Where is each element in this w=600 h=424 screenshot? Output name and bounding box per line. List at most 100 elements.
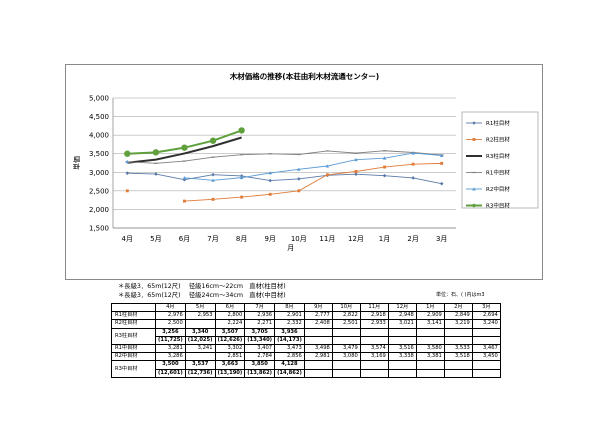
data-point [211, 197, 215, 201]
table-header-cell [111, 302, 156, 313]
table-row-label: R1中目材 [111, 343, 156, 354]
table-cell: 2,901 [274, 311, 305, 321]
table-row-m3: (12,601) (12,736) (13,190) (13,862) (14,862) [112, 368, 501, 378]
table-cell: 3,518 [443, 352, 473, 362]
table-cell: 3,169 [359, 352, 389, 362]
table-cell: 3,021 [387, 319, 417, 329]
table-cell [443, 368, 473, 378]
table-cell: 3,407 [244, 343, 276, 354]
data-point [325, 164, 330, 168]
unit-note: 単位：石、( )内はm3 [436, 292, 485, 298]
data-point [297, 189, 301, 193]
table-cell: 3,256 [155, 327, 186, 337]
table-cell [443, 360, 473, 370]
y-axis-label: 単価 [72, 156, 81, 170]
table-cell: (11,725) [155, 335, 186, 345]
table-cell: (12,736) [184, 368, 216, 378]
y-tick-label: 1,500 [89, 225, 109, 233]
table-cell [415, 327, 445, 337]
table-cell: 3,705 [244, 327, 276, 337]
data-point [411, 151, 415, 155]
table-cell [359, 360, 389, 370]
data-point [152, 149, 160, 156]
table-cell: 3,302 [214, 343, 246, 354]
table-cell: 3,450 [471, 352, 501, 362]
table-cell: 2,501 [331, 319, 361, 329]
table-cell: 3,850 [244, 360, 276, 370]
x-tick-label: 1月 [379, 235, 390, 243]
table-cell: 3,516 [387, 343, 417, 354]
table-header-cell: 12月 [387, 302, 417, 313]
x-tick-label: 7月 [207, 235, 218, 243]
table-cell [415, 335, 445, 345]
table-cell [331, 327, 361, 337]
data-point [125, 159, 130, 164]
x-tick-label: 5月 [150, 235, 161, 243]
table-cell: 3,080 [331, 352, 361, 362]
table-cell: 2,224 [214, 319, 246, 329]
series-line [127, 172, 442, 185]
table-row: R1柱目材 2,976 2,953 2,800 2,936 2,901 2,777 2,822… [111, 311, 501, 321]
y-tick-label: 4,500 [89, 113, 109, 121]
table-row-m3: (11,725) (12,025) (12,626) (13,340) (14,173) [112, 335, 501, 345]
table-header-cell: 2月 [443, 302, 473, 313]
table-cell: 3,338 [387, 352, 417, 362]
table-cell: 3,663 [214, 360, 246, 370]
data-point [154, 172, 158, 176]
table-cell [443, 335, 473, 345]
table-cell: 2,856 [274, 352, 305, 362]
table-header-cell: 1月 [415, 302, 445, 313]
table-cell: 2,822 [331, 311, 361, 321]
table-cell: 3,936 [274, 327, 305, 337]
table-header-cell: 5月 [184, 302, 216, 313]
table-cell: 3,286 [155, 352, 186, 362]
data-point [382, 156, 387, 160]
x-tick-label: 9月 [264, 235, 275, 243]
table-cell [415, 360, 445, 370]
table-cell: 3,537 [184, 360, 216, 370]
series-line [127, 136, 242, 164]
table-header-cell: 8月 [274, 302, 305, 313]
data-point [472, 187, 476, 191]
legend-label: R2中目材 [486, 185, 510, 193]
series-line [184, 162, 442, 202]
table-cell [387, 360, 417, 370]
table-cell: 3,498 [303, 343, 333, 354]
x-tick-label: 4月 [122, 235, 133, 243]
legend-label: R1柱目材 [486, 119, 510, 127]
data-point [125, 189, 129, 193]
data-point [240, 195, 244, 199]
legend-label: R3中目材 [486, 202, 510, 210]
x-axis-label: 月 [287, 244, 294, 252]
table-cell: (14,862) [274, 368, 305, 378]
table-cell: 2,851 [214, 352, 246, 362]
table-cell: (12,025) [184, 335, 216, 345]
table-cell [303, 368, 333, 378]
data-point [268, 192, 272, 196]
data-point [382, 173, 387, 178]
data-point [238, 127, 245, 134]
table-cell [184, 352, 216, 362]
table-cell: 3,507 [214, 327, 246, 337]
table-cell [471, 335, 501, 345]
table-cell [387, 368, 417, 378]
table-cell: 2,976 [155, 311, 186, 321]
table-cell: (13,190) [214, 368, 246, 378]
table-cell: (12,626) [214, 335, 246, 345]
table-cell [415, 368, 445, 378]
table-row-label: R2中目材 [111, 352, 156, 362]
line-chart: 木材価格の推移(本荘由利木材流通センター) 1,500 2,000 2,500 3,00… [72, 71, 539, 252]
x-tick-label: 12月 [348, 235, 364, 243]
y-tick-label: 5,000 [89, 95, 109, 103]
data-point [440, 161, 444, 165]
data-point [354, 172, 358, 177]
table-header-cell: 3月 [471, 302, 501, 313]
table-cell: 3,574 [359, 343, 389, 354]
x-tick-label: 8月 [236, 235, 247, 243]
data-point [472, 203, 476, 208]
chart-title: 木材価格の推移(本荘由利木材流通センター) [229, 71, 379, 81]
table-cell: 2,933 [359, 319, 389, 329]
table-cell: 3,219 [443, 319, 473, 329]
table-cell: 3,340 [184, 327, 216, 337]
x-tick-label: 10月 [291, 235, 307, 243]
